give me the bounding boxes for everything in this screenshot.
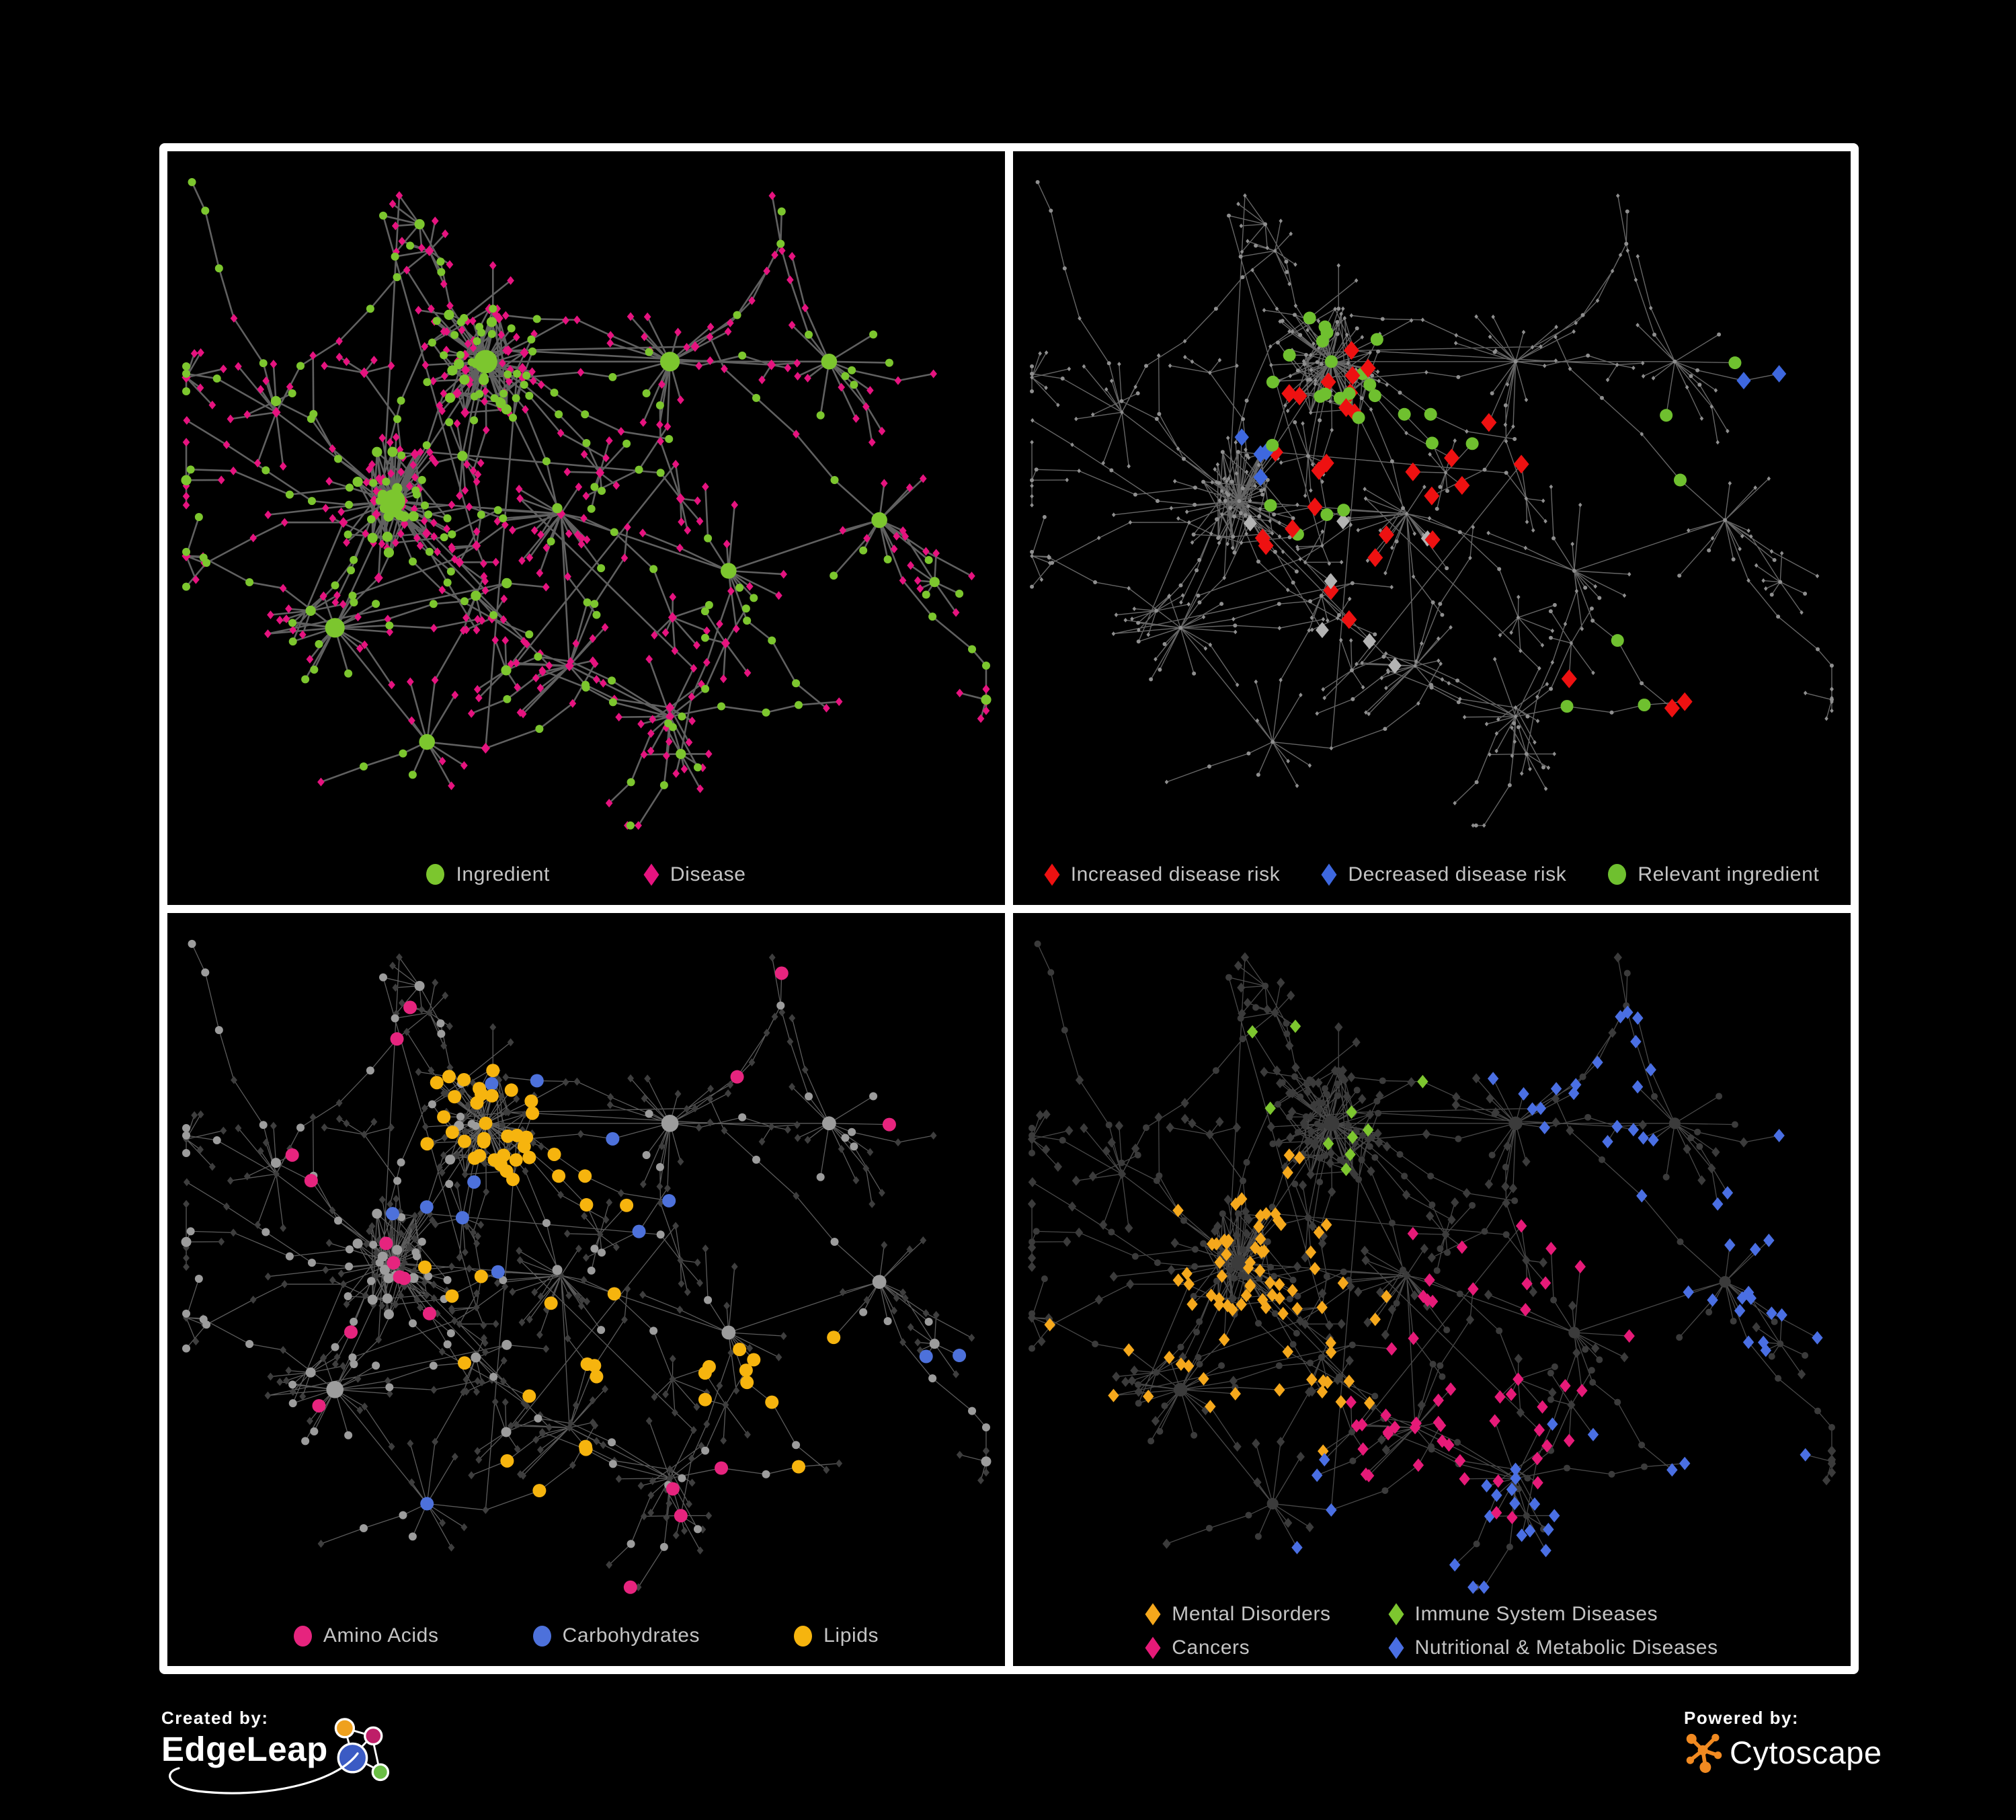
legend-label: Lipids xyxy=(823,1624,879,1647)
legend-label: Cancers xyxy=(1172,1636,1250,1659)
diamond-marker-icon xyxy=(1145,1636,1161,1659)
edgeleap-node-magenta xyxy=(363,1726,383,1746)
legend-label: Mental Disorders xyxy=(1172,1603,1331,1625)
legend-ingredient-classes: Amino Acids Carbohydrates Lipids xyxy=(167,1624,1005,1647)
legend-item: Cancers xyxy=(1145,1636,1330,1659)
legend-label: Increased disease risk xyxy=(1070,863,1281,885)
circle-marker-icon xyxy=(426,864,445,885)
edgeleap-brand: EdgeLeap xyxy=(161,1730,328,1768)
legend-item: Lipids xyxy=(794,1624,879,1647)
legend-item: Amino Acids xyxy=(293,1624,439,1647)
legend-ingredient-disease: Ingredient Disease xyxy=(167,863,1005,886)
legend-label: Relevant ingredient xyxy=(1638,863,1820,885)
legend-item: Increased disease risk xyxy=(1044,863,1281,886)
diamond-marker-icon xyxy=(1145,1603,1161,1626)
legend-item: Ingredient xyxy=(426,863,549,886)
cytoscape-logo-icon xyxy=(1686,1733,1722,1773)
network-graph-ingredient-disease xyxy=(181,177,992,830)
legend-label: Carbohydrates xyxy=(562,1624,700,1647)
legend-item: Carbohydrates xyxy=(532,1624,700,1647)
circle-marker-icon xyxy=(1608,864,1627,885)
powered-by-label: Powered by: xyxy=(1684,1708,1800,1728)
panel-disease-risk: Increased disease risk Decreased disease … xyxy=(1013,151,1851,905)
legend-label: Decreased disease risk xyxy=(1348,863,1567,885)
diamond-marker-icon xyxy=(1044,863,1060,885)
legend-item: Immune System Diseases xyxy=(1388,1603,1718,1626)
edgeleap-credit: Created by: EdgeLeap xyxy=(161,1708,390,1815)
diamond-marker-icon xyxy=(1321,863,1337,885)
legend-item: Disease xyxy=(643,863,746,886)
diamond-marker-icon xyxy=(1388,1603,1404,1626)
legend-label: Amino Acids xyxy=(323,1624,439,1647)
network-graph-disease-categories xyxy=(1027,940,1837,1594)
diamond-marker-icon xyxy=(1388,1636,1404,1659)
network-graph-disease-risk xyxy=(1030,180,1834,828)
created-by-label: Created by: xyxy=(161,1708,269,1728)
cytoscape-brand: Cytoscape xyxy=(1730,1734,1882,1770)
legend-label: Nutritional & Metabolic Diseases xyxy=(1414,1636,1718,1659)
circle-marker-icon xyxy=(293,1625,312,1647)
panel-ingredient-classes: Amino Acids Carbohydrates Lipids xyxy=(167,912,1005,1666)
panel-grid: Ingredient Disease Increased disease risk… xyxy=(159,143,1859,1674)
legend-disease-categories: Mental Disorders Immune System Diseases Ca… xyxy=(1013,1603,1851,1659)
diamond-marker-icon xyxy=(643,863,659,885)
panel-ingredient-disease: Ingredient Disease xyxy=(167,151,1005,905)
edgeleap-node-blue xyxy=(337,1742,368,1774)
edgeleap-logo-icon xyxy=(334,1718,389,1782)
legend-label: Immune System Diseases xyxy=(1414,1603,1658,1625)
legend-disease-risk: Increased disease risk Decreased disease … xyxy=(1013,863,1851,886)
edgeleap-node-yellow xyxy=(334,1718,355,1739)
edgeleap-node-green xyxy=(371,1763,389,1782)
cytoscape-credit: Powered by: Cytosc xyxy=(1684,1708,1886,1773)
legend-label: Disease xyxy=(670,863,746,885)
panel-disease-categories: Mental Disorders Immune System Diseases Ca… xyxy=(1013,912,1851,1666)
network-graph-ingredient-classes xyxy=(181,939,992,1594)
legend-item: Mental Disorders xyxy=(1145,1603,1330,1626)
legend-item: Decreased disease risk xyxy=(1321,863,1567,886)
circle-marker-icon xyxy=(794,1625,813,1647)
legend-label: Ingredient xyxy=(456,863,550,885)
legend-item: Nutritional & Metabolic Diseases xyxy=(1388,1636,1718,1659)
legend-item: Relevant ingredient xyxy=(1608,863,1819,886)
circle-marker-icon xyxy=(532,1625,551,1647)
